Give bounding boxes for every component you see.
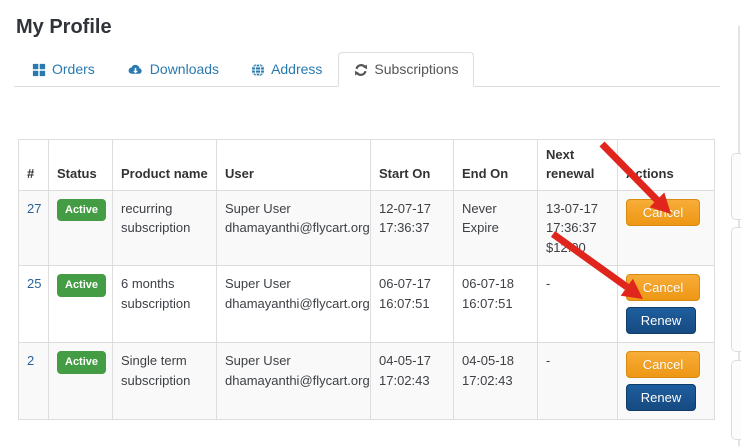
product-name-cell: recurring subscription — [112, 189, 217, 267]
col-header-product-name: Product name — [112, 139, 217, 191]
tab-orders[interactable]: Orders — [16, 52, 111, 87]
end-on-cell: Never Expire — [453, 189, 538, 267]
subscription-id-link[interactable]: 27 — [27, 200, 42, 216]
product-name-cell: Single term subscription — [112, 342, 217, 421]
table-row: 2 Active Single term subscription Super … — [18, 342, 715, 421]
table-row: 27 Active recurring subscription Super U… — [18, 189, 715, 267]
next-renewal-cell: 13-07-17 17:36:37 $12.00 — [537, 189, 618, 267]
cloud-download-icon — [127, 63, 144, 77]
cancel-button-row-1[interactable]: Cancel — [626, 198, 700, 226]
tab-address-label: Address — [271, 61, 323, 77]
end-on-cell: 06-07-18 16:07:51 — [453, 265, 538, 344]
col-header-end-on: End On — [453, 139, 538, 191]
renew-button-row-3[interactable]: Renew — [626, 384, 696, 412]
status-badge: Active — [57, 351, 107, 374]
start-on-cell: 04-05-17 17:02:43 — [370, 342, 454, 421]
next-renewal-cell: - — [537, 265, 618, 344]
start-on-cell: 12-07-17 17:36:37 — [370, 189, 454, 267]
tab-downloads[interactable]: Downloads — [111, 52, 235, 87]
product-name-cell: 6 months subscription — [112, 265, 217, 344]
col-header-user: User — [216, 139, 371, 191]
table-row: 25 Active 6 months subscription Super Us… — [18, 265, 715, 344]
subscriptions-table-container: # Status Product name User Start On End … — [18, 139, 741, 421]
status-badge: Active — [57, 198, 107, 222]
user-cell: Super User dhamayanthi@flycart.org — [216, 189, 371, 267]
cancel-button-row-2[interactable]: Cancel — [626, 274, 700, 302]
renew-button-row-2[interactable]: Renew — [626, 307, 696, 335]
col-header-start-on: Start On — [370, 139, 454, 191]
col-header-status: Status — [48, 139, 113, 191]
tab-downloads-label: Downloads — [149, 61, 220, 77]
table-header-row: # Status Product name User Start On End … — [18, 139, 715, 191]
tab-subscriptions-label: Subscriptions — [374, 61, 459, 77]
start-on-cell: 06-07-17 16:07:51 — [370, 265, 454, 344]
profile-tabs: Orders Downloads Addres — [14, 52, 720, 87]
status-badge: Active — [57, 274, 107, 297]
next-renewal-cell: - — [537, 342, 618, 421]
globe-icon — [251, 62, 265, 77]
subscription-id-link[interactable]: 2 — [27, 353, 35, 369]
page-title: My Profile — [16, 16, 112, 38]
tab-subscriptions[interactable]: Subscriptions — [338, 52, 475, 87]
grid-icon — [32, 63, 46, 77]
subscriptions-table: # Status Product name User Start On End … — [18, 139, 715, 421]
cutoff-panel — [731, 360, 741, 440]
cutoff-panel — [731, 227, 741, 352]
col-header-actions: Actions — [617, 139, 715, 191]
user-cell: Super User dhamayanthi@flycart.org — [216, 342, 371, 421]
cutoff-panel — [731, 153, 741, 220]
user-cell: Super User dhamayanthi@flycart.org — [216, 265, 371, 344]
col-header-id: # — [18, 139, 49, 191]
end-on-cell: 04-05-18 17:02:43 — [453, 342, 538, 421]
refresh-icon — [354, 63, 368, 77]
tab-address[interactable]: Address — [235, 52, 338, 87]
col-header-next-renewal: Next renewal — [537, 139, 618, 191]
cancel-button-row-3[interactable]: Cancel — [626, 351, 700, 379]
subscription-id-link[interactable]: 25 — [27, 276, 42, 292]
tab-orders-label: Orders — [52, 61, 95, 77]
